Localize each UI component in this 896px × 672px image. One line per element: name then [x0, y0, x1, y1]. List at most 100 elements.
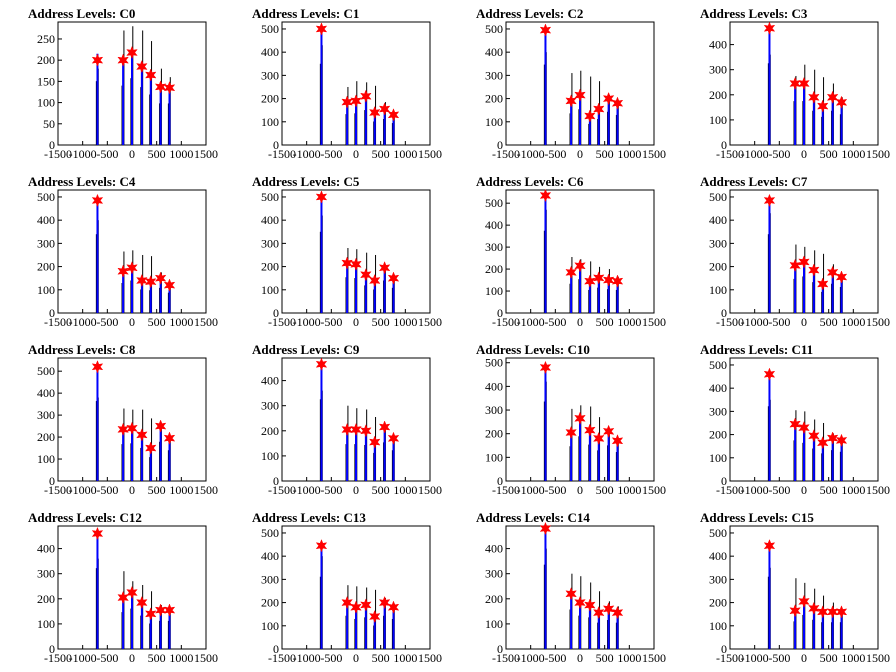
x-tick-label: 500: [820, 147, 838, 161]
y-tick-label: 100: [37, 283, 55, 297]
y-tick-label: 300: [261, 572, 279, 586]
x-tick-label: 1500: [418, 483, 442, 497]
y-tick-label: 400: [485, 542, 503, 556]
peak-marker: [126, 45, 138, 60]
peak-marker: [144, 68, 157, 82]
y-tick-label: 400: [485, 379, 503, 393]
x-tick-label: 500: [148, 315, 166, 329]
peak-marker: [592, 271, 605, 285]
x-tick-label: 500: [372, 147, 390, 161]
peak-marker: [826, 605, 839, 619]
x-tick-label: 0: [129, 483, 135, 497]
peak-marker: [163, 81, 176, 95]
x-tick-label: 1000: [169, 147, 193, 161]
y-tick-label: 200: [709, 88, 727, 102]
panel-title: Address Levels: C8: [28, 342, 136, 357]
x-tick-label: 1500: [642, 483, 666, 497]
x-tick-label: 1500: [194, 147, 218, 161]
peak-marker: [798, 594, 810, 609]
peak-marker: [584, 274, 596, 288]
peak-marker: [539, 23, 552, 37]
x-tick-label: -500: [320, 147, 342, 161]
peak-marker: [163, 603, 176, 617]
panel-title: Address Levels: C12: [28, 510, 142, 525]
peak-marker: [315, 22, 328, 36]
x-tick-label: 1500: [418, 315, 442, 329]
y-tick-label: 100: [37, 452, 55, 466]
chart-panel: Address Levels: C20100200300400500-1500-…: [476, 6, 666, 161]
y-tick-label: 300: [709, 236, 727, 250]
peak-marker: [816, 605, 829, 619]
peak-marker: [611, 434, 624, 448]
x-tick-label: -500: [768, 651, 790, 665]
x-tick-label: -1500: [492, 651, 520, 665]
peak-marker: [816, 277, 829, 291]
x-tick-label: 1000: [393, 315, 417, 329]
y-tick-label: 200: [485, 92, 503, 106]
x-tick-label: 500: [820, 483, 838, 497]
x-tick-label: 500: [372, 651, 390, 665]
x-tick-label: 1000: [393, 483, 417, 497]
peak-marker: [611, 605, 624, 620]
x-tick-label: 1500: [418, 147, 442, 161]
x-tick-label: 1500: [866, 147, 890, 161]
y-tick-label: 200: [709, 596, 727, 610]
y-tick-label: 400: [37, 386, 55, 400]
y-tick-label: 500: [37, 364, 55, 378]
x-tick-label: -1000: [69, 651, 97, 665]
x-tick-label: -1000: [293, 147, 321, 161]
peak-marker: [539, 360, 552, 375]
y-tick-label: 100: [709, 619, 727, 633]
x-tick-label: -1000: [517, 315, 545, 329]
x-tick-label: -1500: [716, 651, 744, 665]
y-tick-label: 200: [37, 430, 55, 444]
y-tick-label: 400: [485, 218, 503, 232]
peak-marker: [350, 257, 362, 271]
y-tick-label: 500: [261, 526, 279, 540]
peak-marker: [315, 357, 328, 371]
peak-marker: [350, 422, 362, 437]
y-tick-label: 100: [485, 115, 503, 129]
peak-marker: [368, 273, 381, 288]
y-tick-label: 500: [709, 526, 727, 540]
x-tick-label: 500: [596, 315, 614, 329]
x-tick-label: -500: [96, 483, 118, 497]
peak-marker: [315, 539, 328, 553]
y-tick-label: 0: [49, 138, 55, 152]
peak-marker: [117, 590, 129, 605]
x-tick-label: 0: [353, 147, 359, 161]
x-tick-label: 1500: [194, 651, 218, 665]
peak-marker: [565, 425, 577, 440]
peak-marker: [826, 265, 839, 280]
x-tick-label: -500: [768, 483, 790, 497]
panel-title: Address Levels: C4: [28, 174, 136, 189]
y-tick-label: 100: [261, 619, 279, 633]
y-tick-label: 200: [261, 92, 279, 106]
y-tick-label: 200: [485, 262, 503, 276]
x-tick-label: 1000: [617, 315, 641, 329]
panel-title: Address Levels: C6: [476, 174, 584, 189]
x-tick-label: -1500: [44, 315, 72, 329]
x-tick-label: 500: [820, 651, 838, 665]
x-tick-label: -1000: [69, 315, 97, 329]
peak-marker: [798, 255, 810, 269]
x-tick-label: 1500: [194, 315, 218, 329]
peak-marker: [154, 271, 167, 285]
peak-marker: [808, 429, 820, 443]
panel-title: Address Levels: C2: [476, 6, 583, 21]
peak-marker: [136, 428, 148, 442]
peak-marker: [592, 102, 605, 116]
peak-marker: [163, 431, 176, 445]
y-tick-label: 100: [261, 115, 279, 129]
x-tick-label: -1000: [517, 147, 545, 161]
peak-marker: [360, 598, 372, 612]
y-tick-label: 300: [37, 408, 55, 422]
x-tick-label: 0: [353, 651, 359, 665]
peak-marker: [341, 595, 353, 610]
panel-title: Address Levels: C3: [700, 6, 808, 21]
x-tick-label: -500: [544, 315, 566, 329]
x-tick-label: 500: [596, 147, 614, 161]
x-tick-label: 1500: [418, 651, 442, 665]
y-tick-label: 500: [485, 196, 503, 210]
peak-marker: [611, 96, 624, 110]
